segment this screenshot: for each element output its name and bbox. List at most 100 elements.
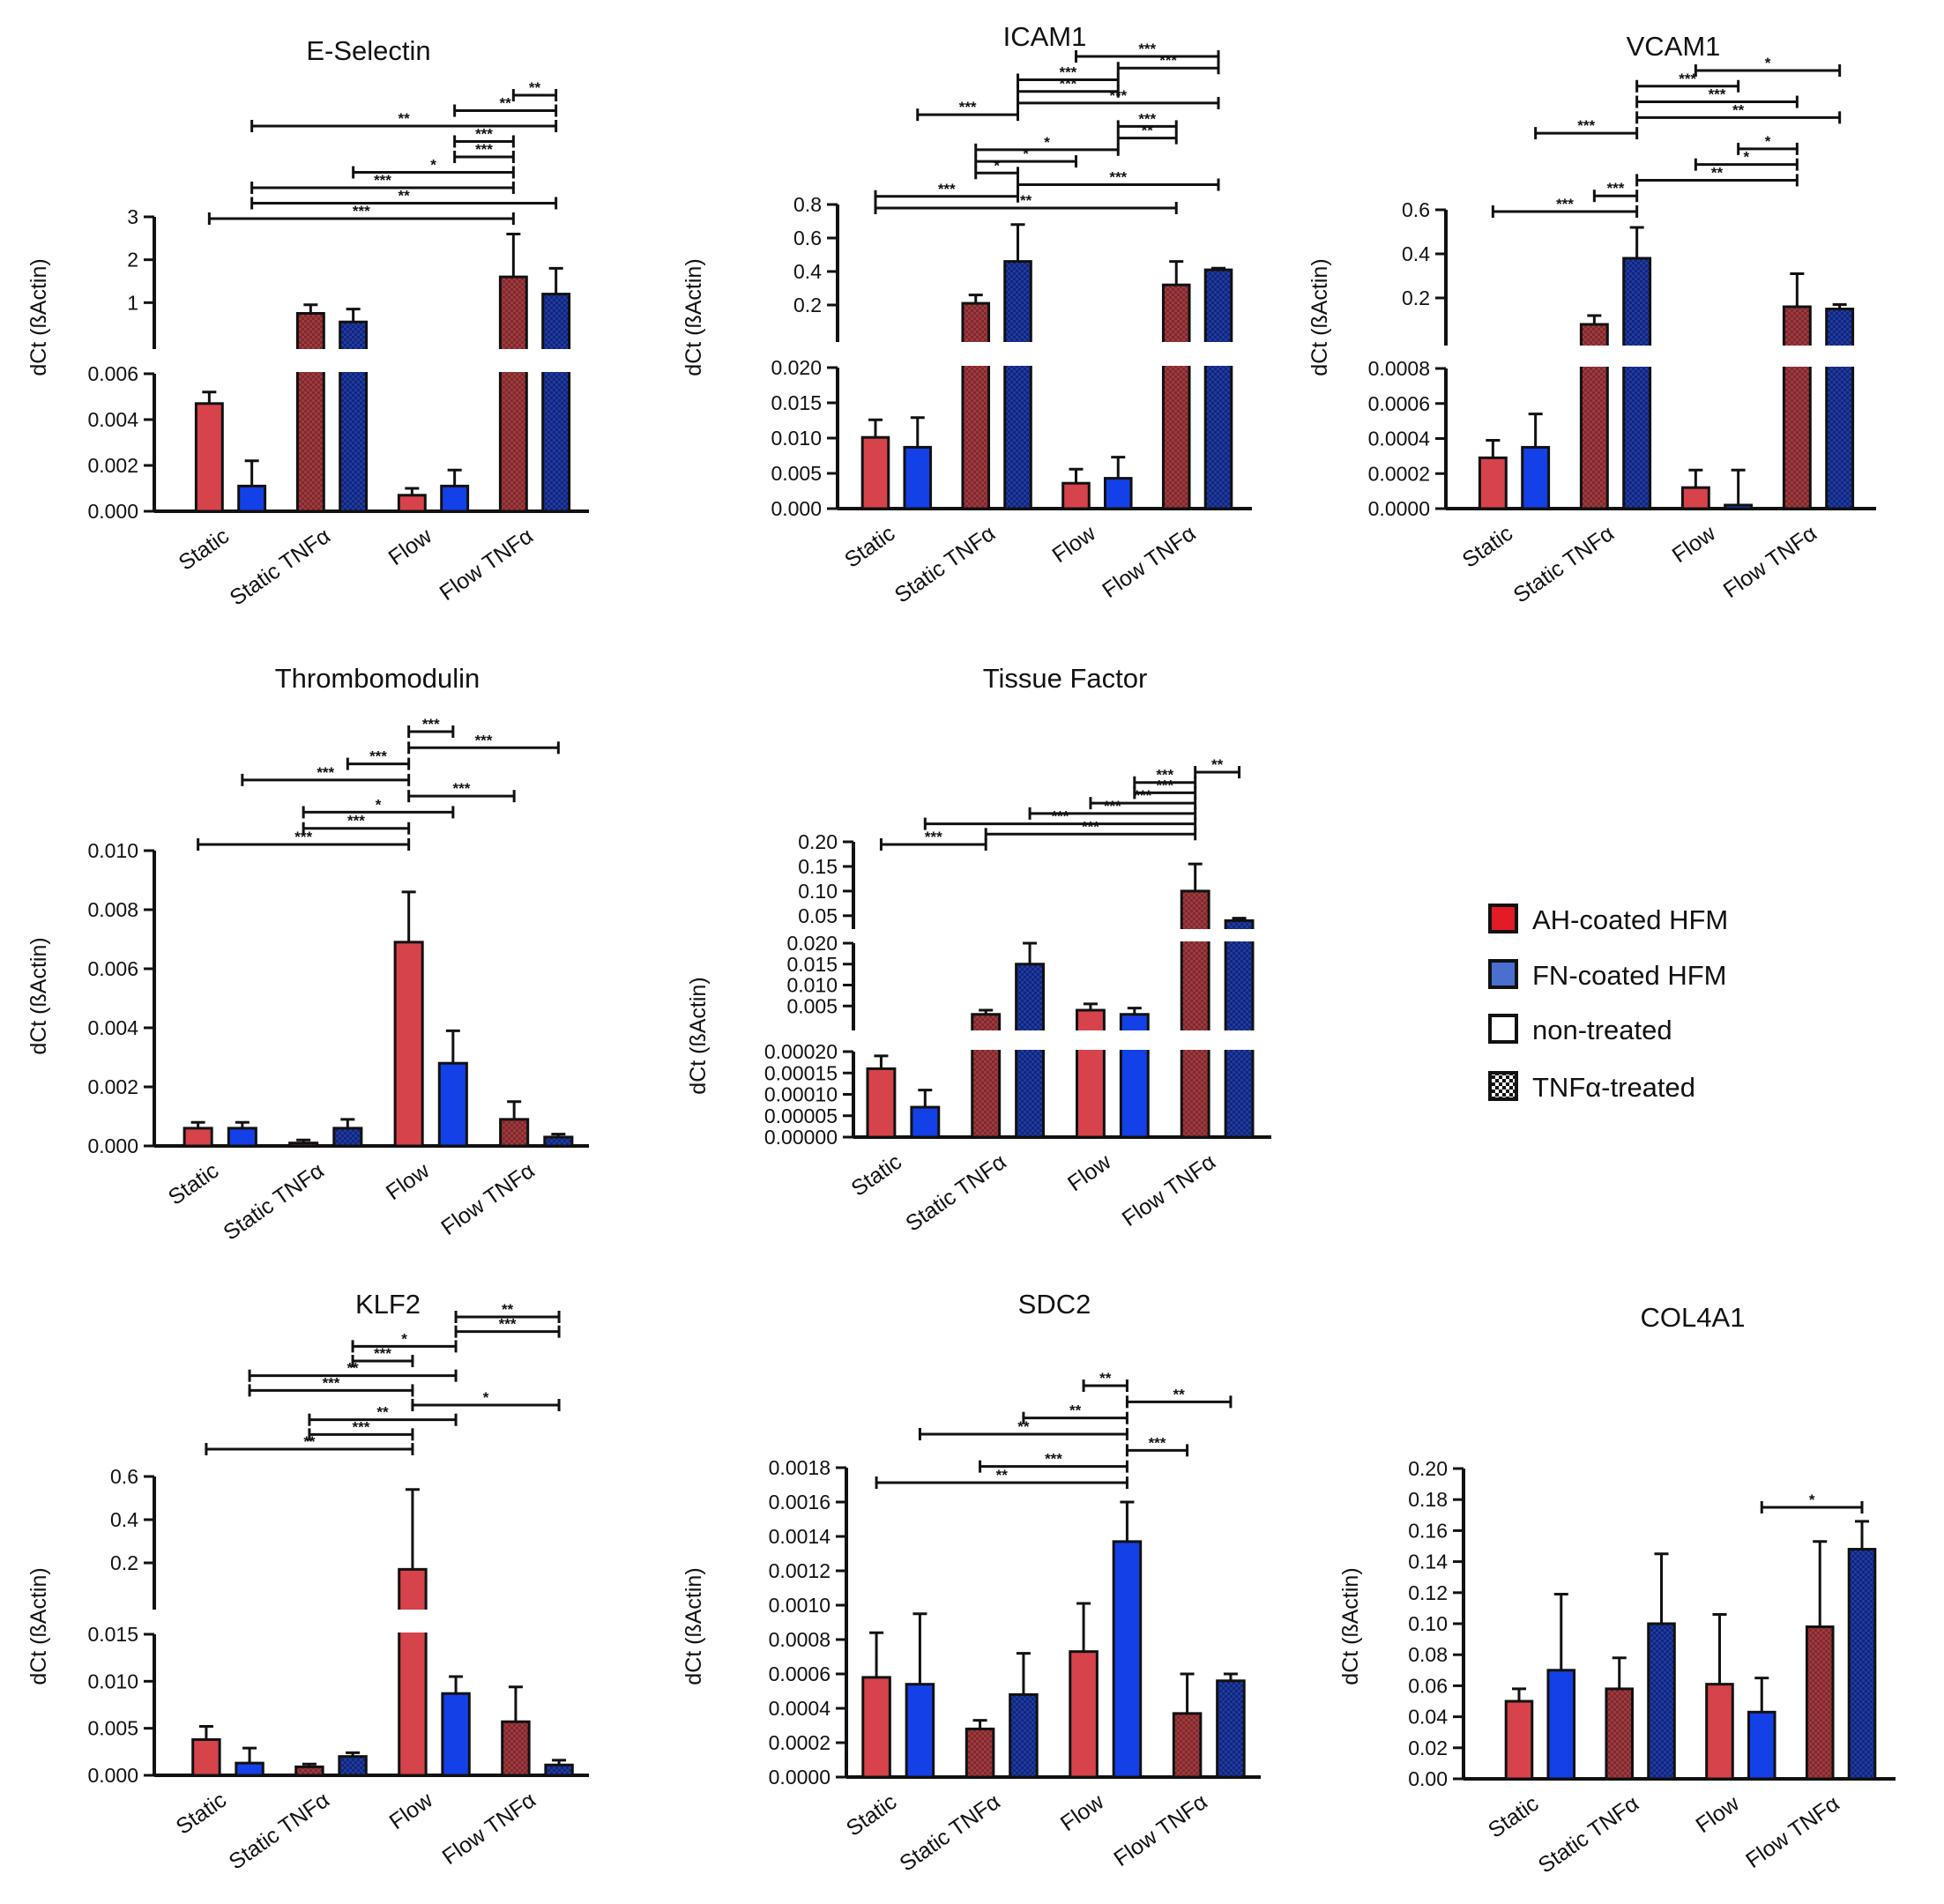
significance-label: **: [303, 1433, 316, 1450]
y-tick-label: 0.0012: [769, 1559, 830, 1582]
significance-label: ***: [1104, 798, 1121, 814]
y-tick-label: 0.10: [1408, 1612, 1448, 1635]
y-tick-label: 0.12: [1408, 1581, 1448, 1604]
x-tick-label: Static: [842, 1789, 901, 1841]
y-tick-label: 0.2: [793, 294, 822, 316]
bar: [398, 1567, 428, 1777]
bar: [501, 1720, 531, 1777]
y-tick-label: 0.08: [1408, 1643, 1448, 1666]
bar: [1180, 889, 1210, 1139]
chart-panel-1: ICAM1 dCt (ßActin) 0.000 0.005 0.010 0.015 0.0…: [682, 21, 1255, 608]
bar: [288, 1142, 319, 1148]
y-tick-label: 0.0006: [1368, 392, 1430, 415]
chart-title: VCAM1: [1627, 31, 1721, 62]
x-tick-label: Flow: [1063, 1149, 1116, 1196]
y-tick-label: 0.010: [87, 1670, 138, 1692]
y-tick-label: 0.8: [793, 193, 822, 216]
significance-label: ***: [369, 748, 387, 765]
y-tick-label: 0.000: [87, 1764, 138, 1787]
x-tick-label: Flow: [1692, 1790, 1745, 1838]
y-tick-label: 0.20: [798, 830, 838, 853]
legend-item-tnf: TNFα-treated: [1488, 1071, 1695, 1103]
significance-label: ***: [1082, 818, 1099, 835]
axis-break: [157, 349, 592, 372]
bar: [1015, 963, 1045, 1139]
y-tick-label: 0.05: [798, 904, 838, 927]
significance-label: **: [502, 1301, 514, 1318]
significance-label: ***: [959, 99, 977, 115]
legend-item-fn: FN-coated HFM: [1488, 959, 1726, 991]
bar: [235, 1761, 264, 1777]
significance-label: ***: [1556, 196, 1574, 212]
chart-title: E-Selectin: [306, 35, 430, 66]
y-tick-label: 1: [127, 291, 138, 314]
y-tick-label: 0.15: [798, 855, 838, 878]
bar: [543, 1135, 574, 1148]
significance-label: ***: [475, 141, 493, 158]
significance-label: *: [994, 157, 1000, 174]
y-tick-label: 0.000: [771, 497, 822, 520]
x-tick-label: Static: [847, 1149, 906, 1201]
significance-label: **: [1173, 1386, 1186, 1402]
bar: [866, 1067, 897, 1139]
significance-label: ***: [475, 732, 493, 748]
y-tick-label: 0.4: [793, 260, 822, 283]
significance-label: ***: [1577, 117, 1595, 134]
bar: [441, 1692, 471, 1777]
significance-label: ***: [1109, 169, 1127, 186]
axis-break: [856, 1030, 1274, 1050]
legend-swatch-nontreated: [1488, 1014, 1518, 1044]
y-tick-label: 0.02: [1408, 1737, 1448, 1759]
bar: [437, 1061, 468, 1148]
significance-label: ***: [347, 813, 365, 829]
y-axis-title: dCt (ßActin): [682, 258, 706, 376]
significance-label: ***: [1709, 86, 1726, 103]
y-tick-label: 0.00015: [764, 1061, 838, 1084]
y-tick-label: 0.00005: [764, 1104, 838, 1127]
y-tick-label: 0.0010: [769, 1594, 830, 1617]
y-tick-label: 0.005: [786, 994, 838, 1017]
y-tick-label: 0.2: [110, 1551, 138, 1574]
y-tick-label: 0.0004: [769, 1697, 831, 1720]
bar: [961, 301, 991, 510]
y-tick-label: 0.4: [1402, 242, 1430, 265]
bar: [440, 484, 470, 513]
y-tick-label: 0.010: [786, 974, 838, 997]
bar: [1724, 503, 1754, 510]
bar: [227, 1127, 257, 1148]
chart-title: Thrombomodulin: [275, 663, 480, 694]
significance-label: **: [529, 79, 541, 96]
y-tick-label: 0.006: [87, 362, 138, 385]
significance-label: **: [1069, 1402, 1082, 1419]
y-tick-label: 0.005: [771, 462, 822, 485]
bar: [544, 1763, 574, 1777]
y-tick-label: 0.0000: [1368, 497, 1430, 520]
bar: [1103, 477, 1133, 510]
bar: [1747, 1710, 1776, 1781]
x-tick-label: Static TNFα: [890, 521, 1000, 608]
significance-label: ***: [323, 1374, 340, 1391]
y-tick-label: 0.004: [87, 408, 138, 431]
x-tick-label: Flow: [1048, 520, 1101, 568]
y-axis-title: dCt (ßActin): [1307, 258, 1332, 376]
significance-label: *: [1044, 134, 1050, 151]
y-tick-label: 0.16: [1408, 1519, 1448, 1542]
y-tick-label: 0.002: [87, 454, 138, 477]
y-tick-label: 0.020: [786, 932, 838, 955]
y-tick-label: 0.06: [1408, 1674, 1448, 1697]
significance-label: *: [1023, 145, 1029, 162]
x-tick-label: Static: [172, 1788, 231, 1840]
y-axis-title: dCt (ßActin): [682, 1567, 706, 1685]
y-tick-label: 0.0016: [769, 1491, 830, 1514]
bar: [194, 402, 224, 513]
y-axis-title: dCt (ßActin): [1338, 1567, 1363, 1685]
bar: [182, 1127, 213, 1148]
significance-label: *: [1765, 133, 1771, 150]
panels: E-Selectin dCt (ßActin) 0.000 0.002 0.004 0.0…: [26, 21, 1896, 1878]
significance-label: **: [346, 1360, 359, 1377]
bar: [1009, 1692, 1039, 1779]
y-axis-title: dCt (ßActin): [26, 937, 51, 1054]
x-tick-label: Flow: [1056, 1789, 1109, 1836]
significance-label: ***: [938, 181, 956, 197]
x-tick-label: Static TNFα: [901, 1149, 1010, 1237]
